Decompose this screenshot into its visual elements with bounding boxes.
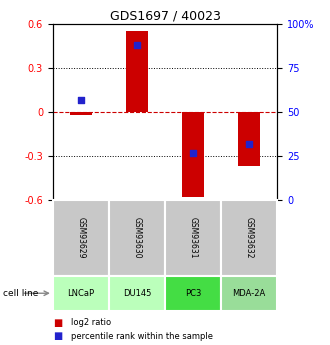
Text: MDA-2A: MDA-2A bbox=[233, 289, 266, 298]
Text: LNCaP: LNCaP bbox=[67, 289, 94, 298]
Bar bbox=[53, 200, 109, 276]
Bar bbox=[109, 276, 165, 310]
Text: GSM93629: GSM93629 bbox=[76, 217, 85, 259]
Point bbox=[134, 42, 140, 48]
Text: log2 ratio: log2 ratio bbox=[71, 318, 111, 327]
Point bbox=[247, 141, 252, 147]
Text: GSM93632: GSM93632 bbox=[245, 217, 254, 259]
Bar bbox=[70, 112, 92, 115]
Bar bbox=[238, 112, 260, 166]
Bar bbox=[165, 200, 221, 276]
Text: cell line: cell line bbox=[3, 289, 39, 298]
Text: DU145: DU145 bbox=[123, 289, 151, 298]
Text: percentile rank within the sample: percentile rank within the sample bbox=[71, 332, 213, 341]
Text: ■: ■ bbox=[53, 318, 62, 327]
Point bbox=[190, 150, 196, 155]
Bar bbox=[221, 276, 277, 310]
Text: GSM93631: GSM93631 bbox=[188, 217, 198, 259]
Point bbox=[78, 97, 83, 102]
Bar bbox=[53, 276, 109, 310]
Title: GDS1697 / 40023: GDS1697 / 40023 bbox=[110, 10, 220, 23]
Bar bbox=[165, 276, 221, 310]
Bar bbox=[109, 200, 165, 276]
Bar bbox=[126, 31, 148, 112]
Bar bbox=[182, 112, 204, 197]
Bar bbox=[221, 200, 277, 276]
Text: ■: ■ bbox=[53, 332, 62, 341]
Text: PC3: PC3 bbox=[185, 289, 201, 298]
Text: GSM93630: GSM93630 bbox=[132, 217, 142, 259]
